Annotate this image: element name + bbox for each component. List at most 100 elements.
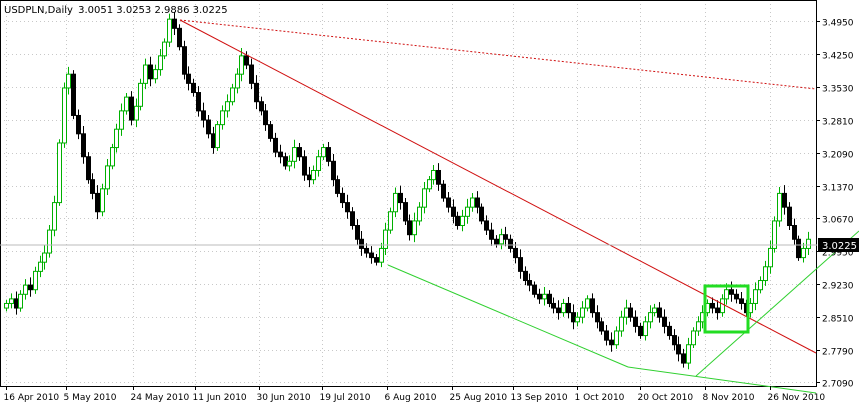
candle-body-bull xyxy=(153,69,158,80)
candle-body-bear xyxy=(201,110,206,121)
candle xyxy=(153,64,158,84)
candle xyxy=(311,165,316,185)
candle-body-bull xyxy=(230,87,235,103)
candle xyxy=(763,260,768,286)
candle-body-bear xyxy=(729,289,734,295)
candle xyxy=(614,326,619,349)
candle xyxy=(518,249,523,279)
ohlc-label: 3.0051 3.0253 2.9886 3.0225 xyxy=(78,5,228,16)
candle xyxy=(268,120,273,142)
candle-body-bear xyxy=(715,307,720,314)
candle-body-bear xyxy=(244,55,249,66)
candle-body-bear xyxy=(782,192,787,208)
candle xyxy=(475,191,480,214)
candle xyxy=(191,78,196,97)
candle xyxy=(696,316,701,336)
candle-body-bear xyxy=(436,169,441,185)
candle-body-bear xyxy=(307,174,312,181)
candle xyxy=(383,222,388,256)
candle xyxy=(239,48,244,82)
candle-body-bear xyxy=(86,156,91,181)
candle xyxy=(47,225,52,258)
candle-body-bull xyxy=(38,261,43,272)
y-tick-label: 3.1370 xyxy=(822,184,854,194)
candle xyxy=(225,94,230,118)
candle xyxy=(158,48,163,76)
candle-body-bear xyxy=(273,137,278,153)
candle xyxy=(350,207,355,230)
candle-body-bear xyxy=(523,270,528,282)
candle-body-bull xyxy=(614,330,619,346)
candle xyxy=(52,195,57,237)
candle-body-bull xyxy=(619,316,624,332)
candle xyxy=(547,290,552,308)
x-tick-label: 8 Nov 2010 xyxy=(703,393,755,403)
candle xyxy=(167,13,172,48)
candle xyxy=(710,297,715,314)
candle-body-bear xyxy=(556,307,561,314)
candle xyxy=(537,288,542,304)
candle-body-bear xyxy=(211,133,216,149)
last-price-badge xyxy=(818,238,859,252)
candle xyxy=(162,38,167,60)
candle-body-bear xyxy=(345,202,350,213)
candle xyxy=(580,301,585,324)
candle xyxy=(503,226,508,247)
candle-body-bear xyxy=(681,353,686,364)
candle xyxy=(407,214,412,241)
candle xyxy=(359,231,364,256)
candle xyxy=(129,91,134,126)
candle-body-bear xyxy=(398,192,403,204)
candle-body-bear xyxy=(571,312,576,323)
candle-body-bull xyxy=(162,41,167,57)
candle xyxy=(76,109,81,140)
bottom-support-line xyxy=(627,366,817,394)
candle-body-bull xyxy=(143,64,148,84)
candle xyxy=(105,159,110,196)
candle xyxy=(33,266,38,294)
candle-body-bull xyxy=(580,307,585,318)
candle-body-bear xyxy=(710,302,715,309)
candle-body-bull xyxy=(686,344,691,364)
candle xyxy=(292,139,297,169)
candle xyxy=(782,185,787,215)
candle-body-bull xyxy=(235,73,240,89)
candle-body-bear xyxy=(403,202,408,222)
candle-body-bull xyxy=(768,247,773,268)
candle xyxy=(201,102,206,128)
candle xyxy=(215,120,220,151)
candle xyxy=(566,297,571,319)
candle-body-bull xyxy=(311,169,316,181)
candle xyxy=(451,199,456,224)
candles xyxy=(4,11,811,370)
candle-body-bull xyxy=(383,229,388,249)
candle-body-bull xyxy=(4,302,9,309)
candle xyxy=(508,234,513,253)
x-tick-label: 25 Aug 2010 xyxy=(450,393,508,403)
x-tick-label: 24 May 2010 xyxy=(131,393,190,403)
candle-body-bear xyxy=(374,257,379,263)
candle-body-bear xyxy=(90,179,95,194)
candle-body-bear xyxy=(28,284,33,291)
candle-body-bull xyxy=(422,188,427,208)
downtrend-line xyxy=(179,19,817,354)
candle xyxy=(652,303,657,317)
candle-body-bull xyxy=(417,206,422,222)
candle xyxy=(527,273,532,292)
candle xyxy=(590,293,595,318)
candle-body-bull xyxy=(114,128,119,149)
candle-body-bear xyxy=(537,293,542,300)
candle-body-bear xyxy=(547,293,552,304)
candle xyxy=(412,212,417,243)
candle-body-bear xyxy=(551,302,556,309)
candle xyxy=(801,242,806,263)
candle xyxy=(446,192,451,213)
candle-body-bull xyxy=(42,252,47,263)
candle-body-bull xyxy=(470,197,475,208)
x-tick-label: 11 Jun 2010 xyxy=(193,393,247,403)
candle-body-bull xyxy=(321,147,326,158)
candle-body-bear xyxy=(369,252,374,259)
candle xyxy=(364,243,369,258)
candle-body-bull xyxy=(806,238,811,249)
